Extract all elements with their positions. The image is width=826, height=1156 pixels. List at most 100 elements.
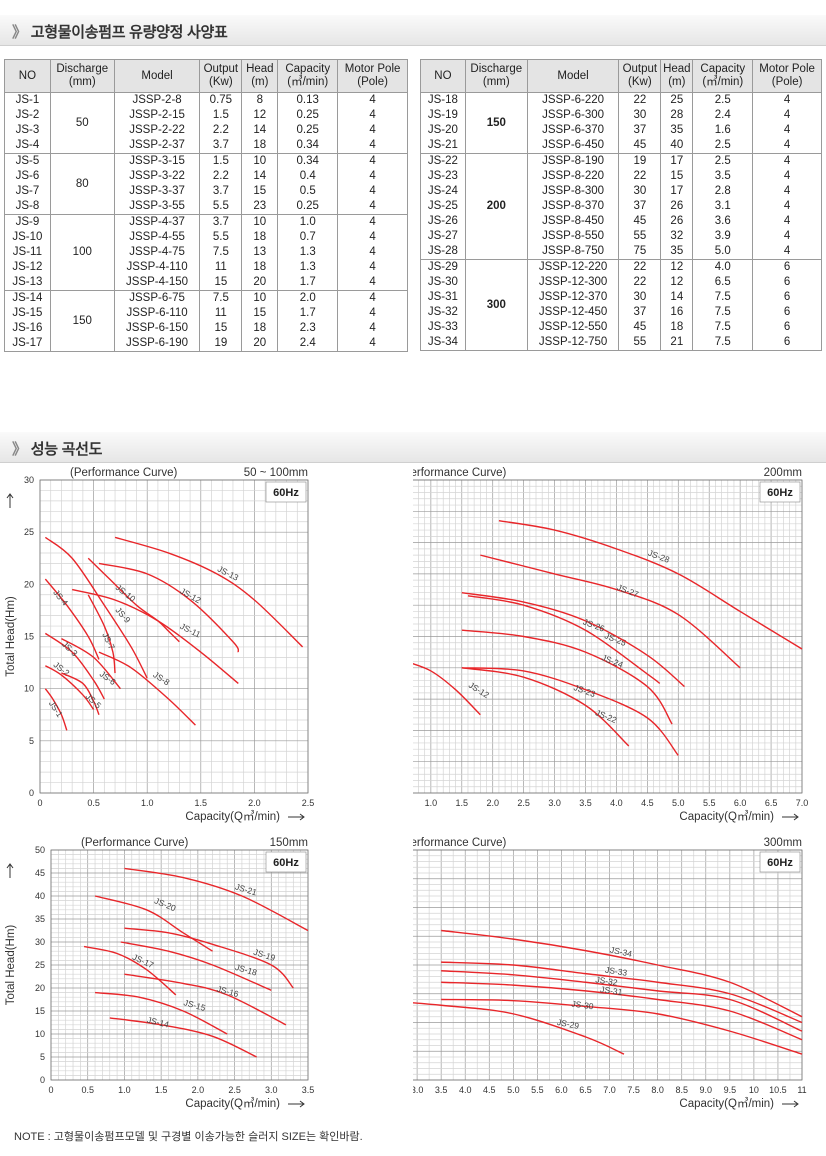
- curve-js-31: [441, 981, 803, 1041]
- x-tick-label: 5.0: [507, 1085, 520, 1095]
- curve-js-16: [124, 973, 287, 1026]
- cell-head: 17: [660, 184, 694, 199]
- x-tick-label: 1.5: [456, 798, 469, 808]
- cell-head: 18: [241, 138, 279, 154]
- x-tick-label: 5.5: [531, 1085, 544, 1095]
- cell-head: 28: [660, 108, 694, 123]
- cell-model: JSSP-6-370: [526, 123, 620, 138]
- series-label: JS-30: [571, 998, 595, 1011]
- curve-js-33: [441, 961, 803, 1024]
- cell-head: 18: [241, 321, 279, 336]
- x-tick-label: 2.5: [517, 798, 530, 808]
- x-tick-label: 0: [48, 1085, 53, 1095]
- cell-capacity: 3.1: [692, 199, 754, 214]
- right-arrow-icon: [288, 813, 305, 821]
- cell-head: 10: [241, 290, 279, 306]
- y-tick-label: 40: [35, 891, 45, 901]
- cell-model: JSSP-4-55: [113, 230, 201, 245]
- x-tick-label: 2.0: [486, 798, 499, 808]
- cell-model: JSSP-3-15: [113, 153, 201, 169]
- series-label: JS-14: [146, 1015, 170, 1030]
- series-label: JS-9: [114, 605, 133, 625]
- cell-output: 0.75: [199, 92, 243, 108]
- cell-head: 15: [241, 306, 279, 321]
- cell-head: 14: [660, 290, 694, 305]
- cell-no: JS-12: [4, 260, 51, 275]
- y-tick-label: 45: [35, 868, 45, 878]
- table-row: JS-19 JSSP-6-300 30 28 2.4 4: [420, 108, 822, 123]
- cell-no: JS-29: [420, 259, 466, 275]
- right-arrow-icon: [782, 813, 799, 821]
- cell-output: 7.5: [199, 245, 243, 260]
- cell-model: JSSP-8-370: [526, 199, 620, 214]
- cell-output: 19: [199, 336, 243, 352]
- curve-js-14: [109, 1017, 257, 1058]
- head-header-line: (m): [668, 76, 686, 88]
- cell-capacity: 7.5: [692, 290, 754, 305]
- x-tick-label: 1.5: [195, 798, 208, 808]
- cell-no: JS-10: [4, 230, 51, 245]
- x-tick-label: 4.0: [459, 1085, 472, 1095]
- curve-js-2: [45, 665, 95, 710]
- table-row: JS-26 JSSP-8-450 45 26 3.6 4: [420, 214, 822, 229]
- up-arrow-icon: [6, 493, 14, 508]
- cell-no: JS-21: [420, 138, 466, 154]
- cell-capacity: 2.5: [692, 153, 754, 169]
- cell-pole: 4: [337, 321, 408, 336]
- x-tick-label: 1.5: [155, 1085, 168, 1095]
- table-row: JS-10 JSSP-4-55 5.5 18 0.7 4: [4, 230, 408, 245]
- curve-js-13: [114, 536, 304, 648]
- chart-subtitle: 200mm: [764, 467, 802, 479]
- discharge-header: Discharge (mm): [49, 59, 115, 93]
- series-label: JS-34: [609, 945, 633, 959]
- cell-no: JS-33: [420, 320, 466, 335]
- x-tick-label: 2.5: [302, 798, 315, 808]
- y-tick-label: 30: [35, 937, 45, 947]
- footnote: NOTE : 고형물이송펌프모델 및 구경별 이송가능한 슬러지 SIZE는 확…: [14, 1131, 363, 1143]
- y-tick-label: 5: [29, 736, 34, 746]
- cell-capacity: 0.25: [277, 108, 339, 123]
- cell-model: JSSP-3-55: [113, 199, 201, 215]
- cell-output: 45: [618, 138, 662, 154]
- cell-pole: 6: [752, 335, 822, 351]
- cell-pole: 4: [337, 245, 408, 260]
- right-arrow-icon: [288, 1100, 305, 1108]
- cell-capacity: 7.5: [692, 320, 754, 335]
- series-label: JS-5: [84, 691, 104, 710]
- cell-output: 19: [618, 153, 662, 169]
- curve-section-header: 》 성능 곡선도: [0, 432, 826, 463]
- cell-pole: 4: [337, 290, 408, 306]
- y-axis-label: Total Head(Hm): [5, 596, 17, 677]
- curve-js-20: [94, 895, 213, 952]
- curve-js-26: [461, 591, 685, 688]
- cell-capacity: 1.7: [277, 275, 339, 291]
- x-axis-label: Capacity(Q㎥/min): [185, 809, 280, 823]
- x-tick-label: 2.0: [248, 798, 261, 808]
- cell-pole: 4: [337, 230, 408, 245]
- table-row: JS-6 JSSP-3-22 2.2 14 0.4 4: [4, 169, 408, 184]
- chart-title: (Performance Curve): [413, 837, 507, 849]
- y-tick-label: 20: [24, 579, 34, 589]
- table-row: JS-25 JSSP-8-370 37 26 3.1 4: [420, 199, 822, 214]
- cell-head: 10: [241, 214, 279, 230]
- cell-pole: 4: [752, 108, 822, 123]
- performance-chart-150mm: 0 0.5 1.0 1.5 2.0 2.5 3.0 3.5 0 5 10 15 20 25 30 35 40 45…: [5, 837, 315, 1110]
- cell-output: 7.5: [199, 290, 243, 306]
- x-tick-label: 3.5: [302, 1085, 315, 1095]
- head-header: Head (m): [241, 59, 279, 93]
- x-tick-label: 2.5: [228, 1085, 241, 1095]
- cell-pole: 4: [337, 123, 408, 138]
- cell-model: JSSP-6-220: [526, 92, 620, 108]
- table-row: JS-20 JSSP-6-370 37 35 1.6 4: [420, 123, 822, 138]
- series-label: JS-28: [647, 548, 672, 565]
- cell-no: JS-2: [4, 108, 51, 123]
- cell-capacity: 0.34: [277, 138, 339, 154]
- cell-output: 2.2: [199, 123, 243, 138]
- cell-model: JSSP-4-75: [113, 245, 201, 260]
- spec-section-header: 》 고형물이송펌프 유량양정 사양표: [0, 15, 826, 46]
- cell-output: 45: [618, 320, 662, 335]
- cell-pole: 4: [337, 336, 408, 352]
- series-label: JS-23: [572, 682, 597, 699]
- capacity-header-line: (㎥/min): [702, 76, 744, 88]
- x-tick-label: 0.5: [81, 1085, 94, 1095]
